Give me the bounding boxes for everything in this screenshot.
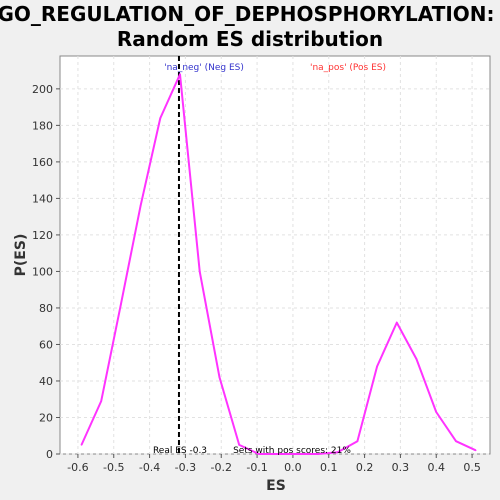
x-axis-title: ES [266,478,286,494]
y-tick-label: 200 [32,83,53,96]
data-point [198,270,201,273]
series-layer [80,73,477,455]
data-point [474,449,477,452]
data-point [80,444,83,446]
data-point [258,453,260,455]
data-point [396,321,398,324]
data-point [336,451,339,453]
data-point [120,303,122,306]
y-tick-label: 60 [39,338,53,351]
y-tick-label: 20 [39,411,53,424]
plot-area [59,55,491,455]
y-tick-label: 120 [32,229,53,242]
pos-es-label: 'na_pos' (Pos ES) [310,63,386,73]
data-point [139,204,142,207]
y-axis-title: P(ES) [13,234,29,277]
x-tick-label: 0.0 [284,461,302,474]
data-point [317,453,319,455]
y-tick-label: 180 [32,119,53,132]
x-tick-label: -0.6 [67,461,88,474]
x-tick-label: -0.4 [139,461,160,474]
y-tick-label: 100 [32,265,53,278]
x-tick-label: -0.3 [175,461,196,474]
grid [60,56,490,455]
pos-scores-text: Sets with pos scores: 21% [233,446,351,456]
y-axis-ticks: 0 20 40 60 80 100 120 140 160 180 200 [32,83,60,461]
x-tick-label: 0.5 [463,461,481,474]
data-point [238,444,240,446]
y-tick-label: 160 [32,156,53,169]
x-tick-label: 0.4 [428,461,446,474]
data-point [376,365,378,368]
data-point [455,440,457,443]
chart-title-line-2: Random ES distribution [117,27,383,51]
data-point [159,117,162,119]
chart-title-line-1: GO_REGULATION_OF_DEPHOSPHORYLATION: [0,2,495,26]
y-tick-label: 80 [39,302,53,315]
x-tick-label: 0.3 [392,461,410,474]
neg-es-label: 'na_neg' (Neg ES) [164,63,244,73]
x-tick-label: 0.1 [320,461,338,474]
data-point [297,453,300,455]
data-point [179,73,181,76]
real-es-text: Real ES -0.3 [153,446,207,456]
data-point [100,400,103,402]
y-tick-label: 0 [46,448,53,461]
y-tick-label: 140 [32,192,53,205]
x-axis-ticks: -0.6 -0.5 -0.4 -0.3 -0.2 -0.1 0.0 0.1 0.2 0.3 0.4 0… [67,454,481,474]
x-tick-label: -0.2 [211,461,232,474]
data-point [277,453,280,455]
data-point [415,358,418,360]
data-point [356,440,359,443]
data-point [218,376,221,379]
x-tick-label: 0.2 [356,461,374,474]
data-point [435,411,438,413]
y-tick-label: 40 [39,375,53,388]
x-tick-label: -0.1 [246,461,267,474]
x-tick-label: -0.5 [103,461,124,474]
